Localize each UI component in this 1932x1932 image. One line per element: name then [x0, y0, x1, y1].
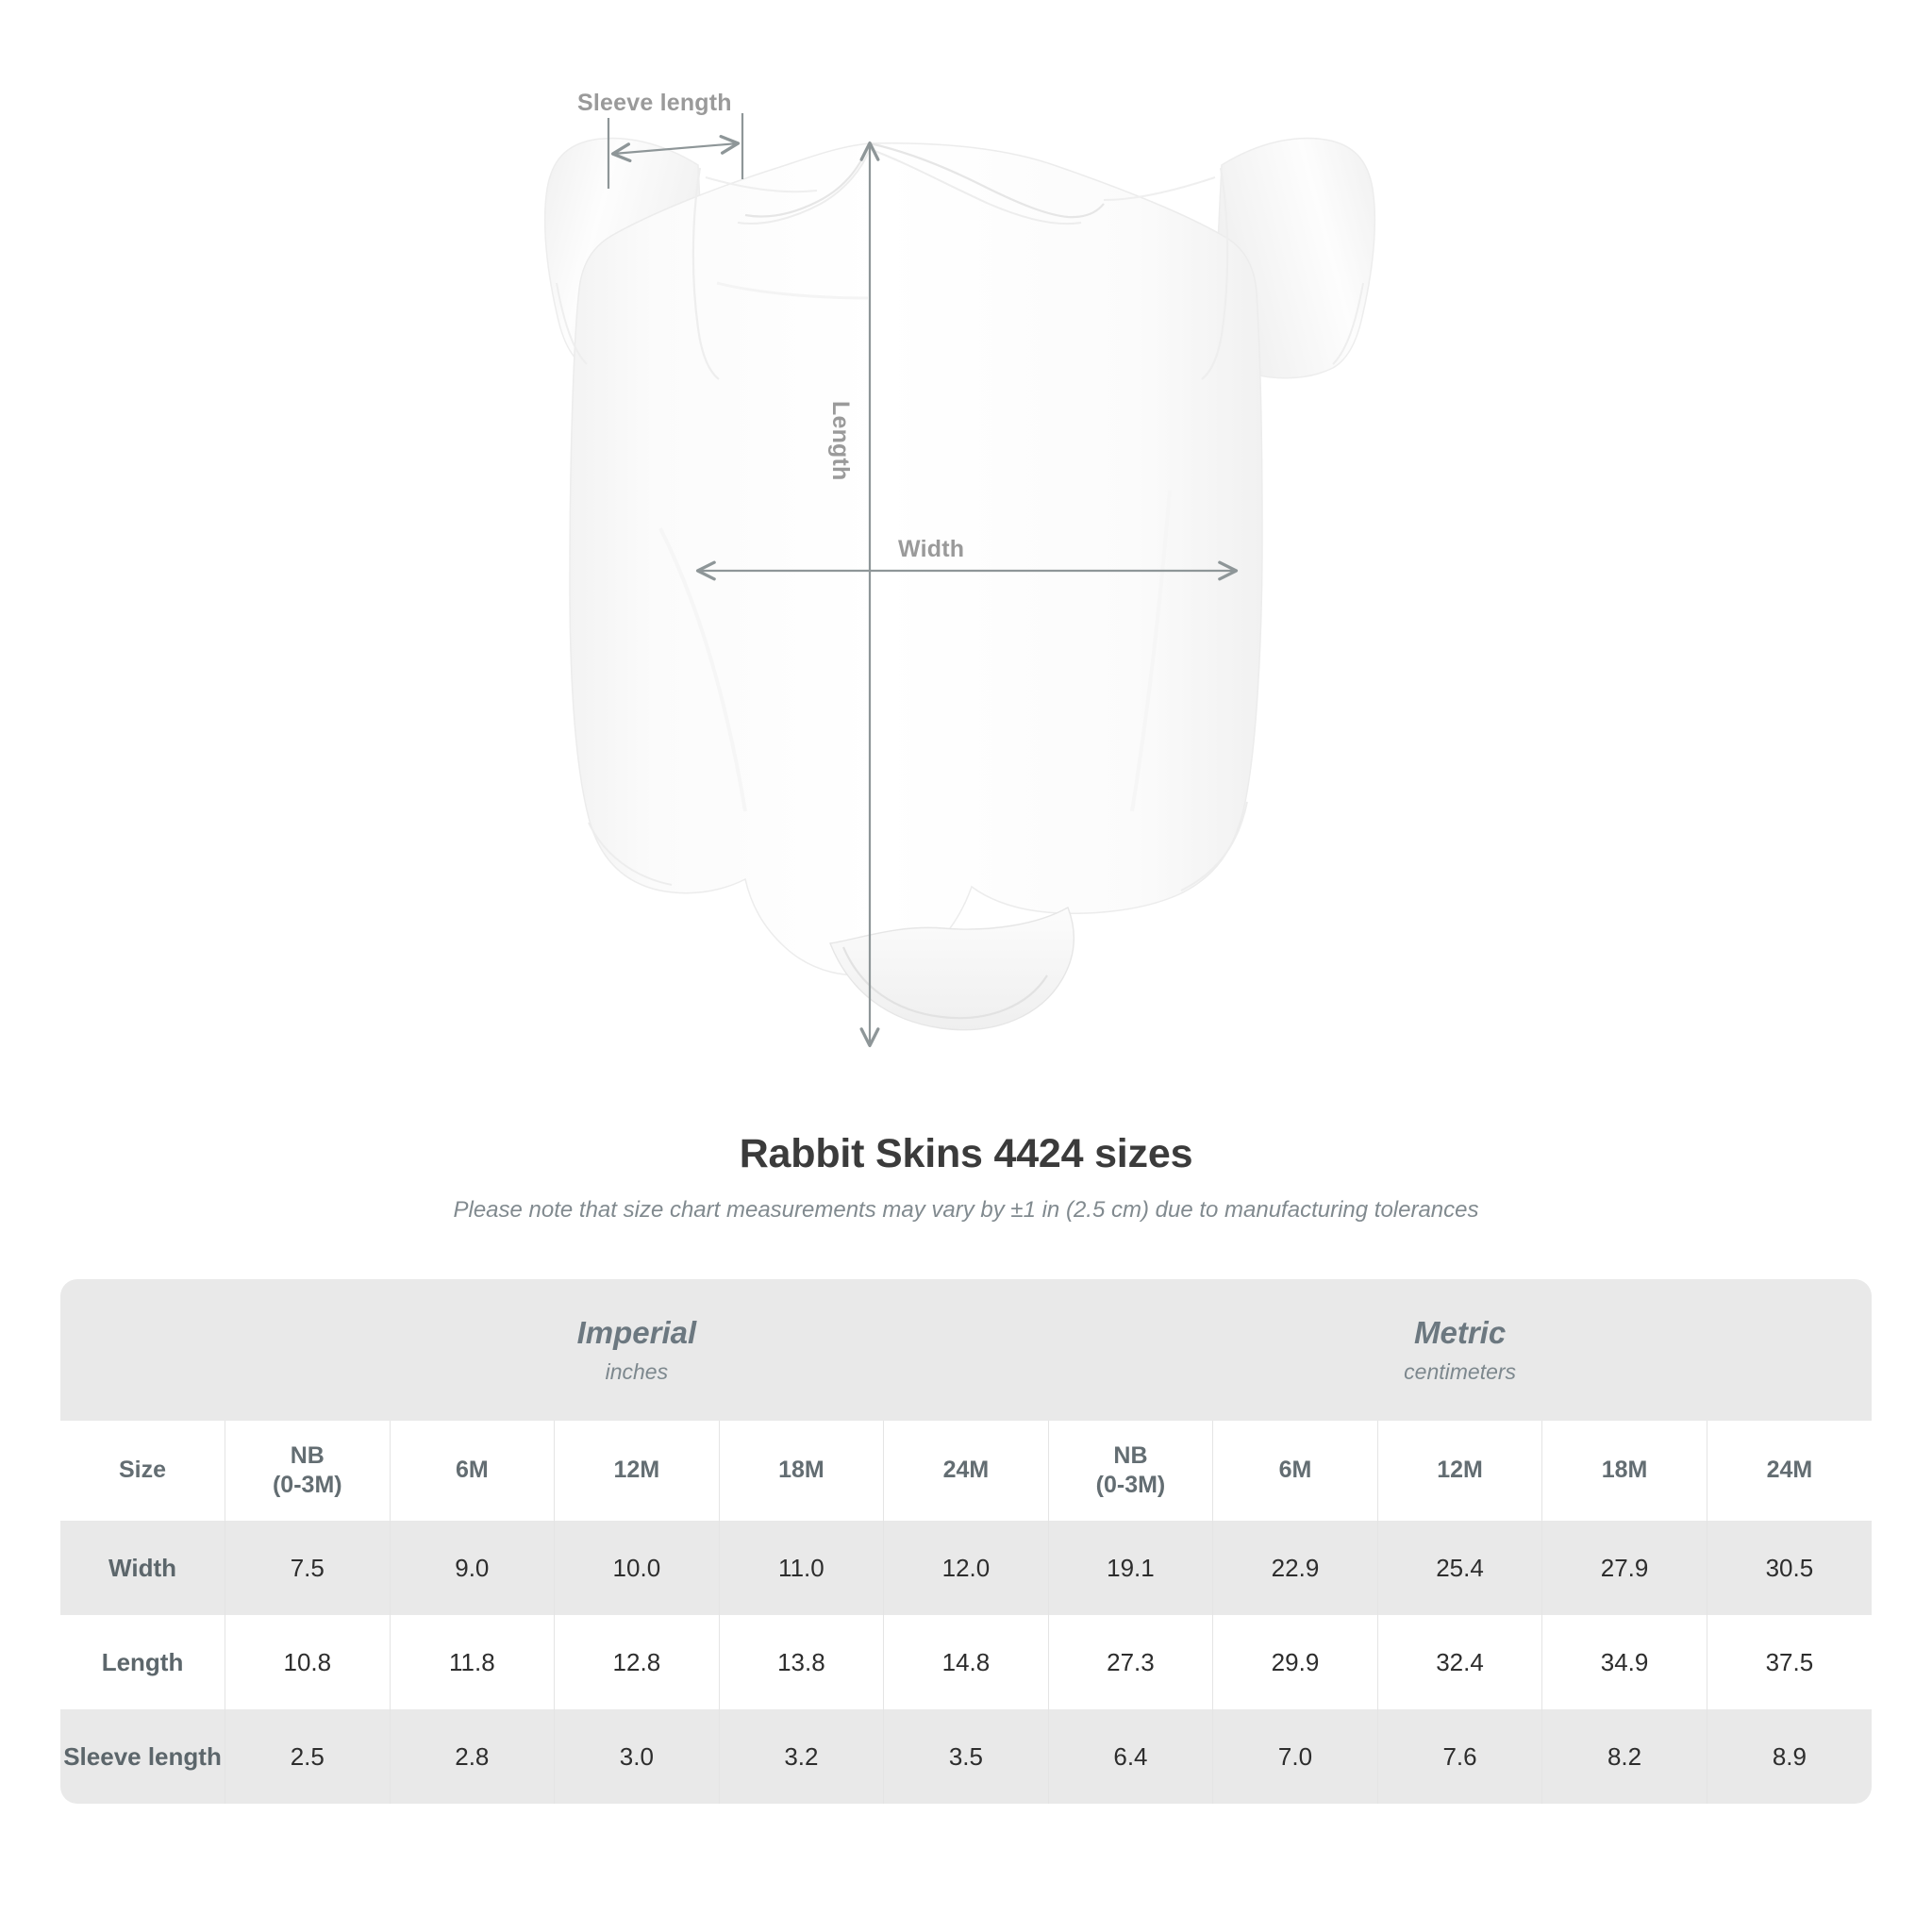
- imperial-unit-header-title: Imperial: [576, 1315, 697, 1351]
- column-header-main: 18M: [1601, 1457, 1648, 1484]
- page-subtitle: Please note that size chart measurements…: [453, 1197, 1479, 1224]
- cell-r1-c3: 10.0: [554, 1521, 720, 1615]
- column-header-9: 18M: [1541, 1421, 1707, 1521]
- metric-unit-header-subtitle: centimeters: [1404, 1358, 1517, 1384]
- column-header-main: 24M: [942, 1457, 990, 1484]
- cell-r1-c5: 12.0: [883, 1521, 1049, 1615]
- dimension-lines: [607, 113, 1239, 1048]
- size-table: Imperial inches Metric centimeters Size NB (0-…: [60, 1279, 1872, 1804]
- cell-r2-c7: 29.9: [1212, 1615, 1378, 1709]
- cell-r3-c7: 7.0: [1212, 1709, 1378, 1804]
- cell-r1-c6: 19.1: [1048, 1521, 1214, 1615]
- unit-header-spacer: [60, 1279, 225, 1421]
- cell-r3-c1: 2.5: [225, 1709, 391, 1804]
- column-header-10: 24M: [1707, 1421, 1872, 1521]
- length-label: Length: [827, 401, 854, 481]
- column-header-8: 12M: [1377, 1421, 1543, 1521]
- cell-r3-c10: 8.9: [1707, 1709, 1872, 1804]
- row-header-3: Sleeve length: [60, 1709, 226, 1804]
- title-block: Rabbit Skins 4424 sizes Please note that…: [0, 1131, 1932, 1224]
- column-header-main: 12M: [613, 1457, 660, 1484]
- cell-r2-c4: 13.8: [719, 1615, 885, 1709]
- column-header-main: 12M: [1437, 1457, 1483, 1484]
- width-label: Width: [898, 536, 965, 562]
- column-header-sub: (0-3M): [272, 1472, 342, 1498]
- cell-r3-c9: 8.2: [1541, 1709, 1707, 1804]
- column-header-main: 6M: [1278, 1457, 1312, 1484]
- column-header-1: NB (0-3M): [225, 1421, 391, 1521]
- cell-r2-c10: 37.5: [1707, 1615, 1872, 1709]
- imperial-unit-header: Imperial inches: [225, 1279, 1049, 1421]
- cell-r1-c2: 9.0: [390, 1521, 556, 1615]
- cell-r1-c10: 30.5: [1707, 1521, 1872, 1615]
- column-header-5: 24M: [883, 1421, 1049, 1521]
- imperial-unit-header-subtitle: inches: [605, 1358, 669, 1384]
- column-header-main: 6M: [455, 1457, 489, 1484]
- column-header-7: 6M: [1212, 1421, 1378, 1521]
- column-header-2: 6M: [390, 1421, 556, 1521]
- column-header-main: 18M: [778, 1457, 824, 1484]
- table-row: Length 10.8 11.8 12.8 13.8 14.8 27.3 29.9 32.4 34…: [60, 1615, 1872, 1709]
- size-header-cell: Size: [60, 1421, 226, 1521]
- cell-r3-c5: 3.5: [883, 1709, 1049, 1804]
- cell-r3-c4: 3.2: [719, 1709, 885, 1804]
- metric-unit-header-title: Metric: [1413, 1315, 1507, 1351]
- cell-r1-c4: 11.0: [719, 1521, 885, 1615]
- unit-header-row: Imperial inches Metric centimeters: [60, 1279, 1872, 1421]
- column-header-row: Size NB (0-3M) 6M 12M 18M 24M NB (0-3M) 6M 12M 18M 2…: [60, 1421, 1872, 1521]
- column-header-main: NB: [1113, 1441, 1148, 1469]
- cell-r1-c9: 27.9: [1541, 1521, 1707, 1615]
- garment-shape: [543, 137, 1376, 1031]
- cell-r3-c3: 3.0: [554, 1709, 720, 1804]
- cell-r2-c8: 32.4: [1377, 1615, 1543, 1709]
- cell-r3-c2: 2.8: [390, 1709, 556, 1804]
- garment-illustration: Sleeve length Width Length: [543, 90, 1376, 1048]
- table-row: Sleeve length 2.5 2.8 3.0 3.2 3.5 6.4 7.0 7.6 8.2…: [60, 1709, 1872, 1804]
- metric-unit-header: Metric centimeters: [1048, 1279, 1872, 1421]
- cell-r2-c1: 10.8: [225, 1615, 391, 1709]
- cell-r2-c2: 11.8: [390, 1615, 556, 1709]
- row-header-1: Width: [60, 1521, 226, 1615]
- column-header-sub: (0-3M): [1095, 1472, 1166, 1498]
- cell-r3-c8: 7.6: [1377, 1709, 1543, 1804]
- table-row: Width 7.5 9.0 10.0 11.0 12.0 19.1 22.9 25.4 27.9 3…: [60, 1521, 1872, 1615]
- column-header-main: NB: [290, 1441, 325, 1469]
- column-header-6: NB (0-3M): [1048, 1421, 1214, 1521]
- column-header-4: 18M: [719, 1421, 885, 1521]
- cell-r2-c3: 12.8: [554, 1615, 720, 1709]
- cell-r3-c6: 6.4: [1048, 1709, 1214, 1804]
- size-chart-container: Imperial inches Metric centimeters Size NB (0-…: [60, 1279, 1872, 1804]
- cell-r1-c8: 25.4: [1377, 1521, 1543, 1615]
- bodysuit-diagram: [543, 113, 1376, 1048]
- sleeve-length-label: Sleeve length: [577, 90, 732, 116]
- cell-r2-c9: 34.9: [1541, 1615, 1707, 1709]
- cell-r2-c6: 27.3: [1048, 1615, 1214, 1709]
- row-header-2: Length: [60, 1615, 226, 1709]
- cell-r1-c1: 7.5: [225, 1521, 391, 1615]
- page-title: Rabbit Skins 4424 sizes: [739, 1131, 1193, 1176]
- sleeve-length-arrow: [610, 135, 741, 162]
- cell-r2-c5: 14.8: [883, 1615, 1049, 1709]
- cell-r1-c7: 22.9: [1212, 1521, 1378, 1615]
- column-header-3: 12M: [554, 1421, 720, 1521]
- column-header-main: 24M: [1766, 1457, 1813, 1484]
